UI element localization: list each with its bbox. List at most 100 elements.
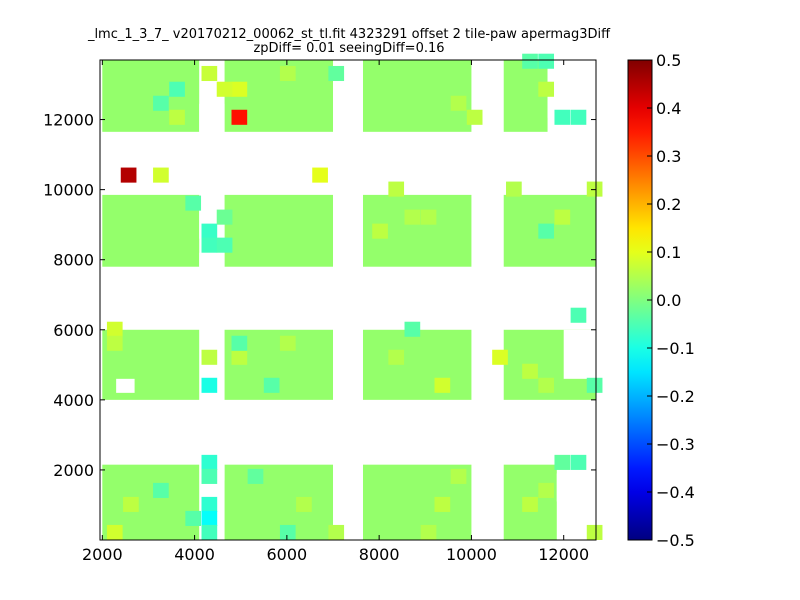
heatmap-cell xyxy=(106,321,123,337)
heatmap-cell xyxy=(201,454,218,470)
plot-area xyxy=(99,53,603,541)
heatmap-cell xyxy=(201,349,218,365)
colorbar-tick-label: −0.4 xyxy=(656,483,695,502)
heatmap-cell xyxy=(231,335,248,351)
heatmap-cell xyxy=(570,109,587,125)
empty-cell xyxy=(556,473,583,488)
x-tick-label: 8000 xyxy=(359,545,400,564)
y-tick-label: 2000 xyxy=(53,461,94,480)
heatmap-cell xyxy=(185,510,202,526)
heatmap-cell xyxy=(554,209,571,225)
heatmap-cell xyxy=(123,496,139,512)
heatmap-cell xyxy=(586,524,603,540)
heatmap-cell xyxy=(231,109,248,125)
heatmap-cell xyxy=(201,65,218,82)
heatmap-cell xyxy=(420,524,437,540)
colorbar: 0.5 0.4 0.3 0.2 0.1 0.0 −0.1 −0.2 −0.3 −0.4 −0.5 xyxy=(627,51,695,550)
heatmap-cell xyxy=(522,363,538,379)
heatmap-cell xyxy=(420,209,437,225)
heatmap-cell xyxy=(185,195,202,211)
colorbar-tick-label: 0.4 xyxy=(656,99,681,118)
tile-block xyxy=(102,194,200,267)
colorbar-tick-label: −0.3 xyxy=(656,435,695,454)
heatmap-cell xyxy=(506,181,522,197)
heatmap-cell xyxy=(201,377,218,393)
plot-frame xyxy=(99,59,597,541)
chart-title: _lmc_1_3_7_ v20170212_00062_st_tl.fit 43… xyxy=(87,27,611,42)
heatmap-cell xyxy=(586,181,603,197)
heatmap-cell xyxy=(201,496,218,512)
heatmap-cell xyxy=(153,95,169,111)
heatmap-cell xyxy=(538,377,555,393)
y-tick-label: 10000 xyxy=(43,181,94,200)
heatmap-cell xyxy=(466,109,483,125)
tile-block xyxy=(362,329,472,400)
heatmap-cell xyxy=(388,349,405,365)
tile-block xyxy=(224,194,334,267)
colorbar-tick-label: −0.2 xyxy=(656,387,695,406)
heatmap-cell xyxy=(106,524,123,540)
heatmap-cell xyxy=(434,496,451,512)
empty-cell xyxy=(116,378,135,393)
heatmap-cell xyxy=(372,223,388,239)
heatmap-cell xyxy=(216,237,233,253)
heatmap-cell xyxy=(538,223,555,239)
heatmap-cell xyxy=(538,53,555,69)
heatmap-cell xyxy=(231,349,248,365)
heatmap-cell xyxy=(586,377,603,393)
heatmap-cell xyxy=(570,454,587,470)
heatmap-cell xyxy=(404,209,421,225)
heatmap-cell xyxy=(328,524,345,540)
heatmap-cell xyxy=(279,65,296,82)
heatmap-cell xyxy=(216,209,233,225)
x-tick-label: 2000 xyxy=(82,545,123,564)
heatmap-cell xyxy=(388,181,405,197)
heatmap-cell xyxy=(404,321,421,337)
colorbar-tick-label: −0.1 xyxy=(656,339,695,358)
heatmap-cell xyxy=(570,307,587,323)
heatmap-cell xyxy=(492,349,508,365)
y-tick-label: 6000 xyxy=(53,321,94,340)
heatmap-cell xyxy=(120,167,137,183)
heatmap-cell xyxy=(554,454,571,470)
heatmap-cell xyxy=(522,53,538,69)
heatmap-cell xyxy=(169,81,185,97)
heatmap-cell xyxy=(201,223,218,239)
heatmap-cell xyxy=(279,335,296,351)
heatmap-cell xyxy=(312,167,328,183)
heatmap-cell xyxy=(450,468,467,484)
heatmap-cell xyxy=(296,496,312,512)
colorbar-tick-label: −0.5 xyxy=(656,531,695,550)
heatmap-cell xyxy=(201,510,218,526)
heatmap-cell xyxy=(279,524,296,540)
y-axis: 2000 4000 6000 8000 10000 12000 xyxy=(43,111,596,480)
plot-background xyxy=(100,60,596,540)
x-tick-label: 4000 xyxy=(174,545,215,564)
heatmap-cell xyxy=(169,109,185,125)
heatmap-cell xyxy=(538,81,555,97)
x-tick-label: 10000 xyxy=(446,545,497,564)
empty-cell xyxy=(556,487,571,502)
y-tick-label: 12000 xyxy=(43,111,94,130)
heatmap-cell xyxy=(153,482,169,498)
heatmap-cell xyxy=(554,109,571,125)
heatmap-cell xyxy=(201,468,218,484)
colorbar-tick-label: 0.3 xyxy=(656,147,681,166)
colorbar-tick-label: 0.1 xyxy=(656,243,681,262)
heatmap-cell xyxy=(450,95,467,111)
heatmap-cell xyxy=(247,468,264,484)
heatmap-cell xyxy=(201,524,218,540)
colorbar-tick-label: 0.5 xyxy=(656,51,681,70)
heatmap-cell xyxy=(106,335,123,351)
empty-cell xyxy=(582,464,596,526)
y-tick-label: 8000 xyxy=(53,251,94,270)
heatmap-cell xyxy=(538,482,555,498)
heatmap-cell xyxy=(263,377,280,393)
heatmap-cell xyxy=(434,377,451,393)
heatmap-cell xyxy=(201,237,218,253)
empty-cell xyxy=(199,252,225,267)
heatmap-cell xyxy=(153,167,169,183)
tile-block xyxy=(224,464,334,540)
heatmap-cell xyxy=(216,81,233,97)
empty-cell xyxy=(199,103,225,132)
